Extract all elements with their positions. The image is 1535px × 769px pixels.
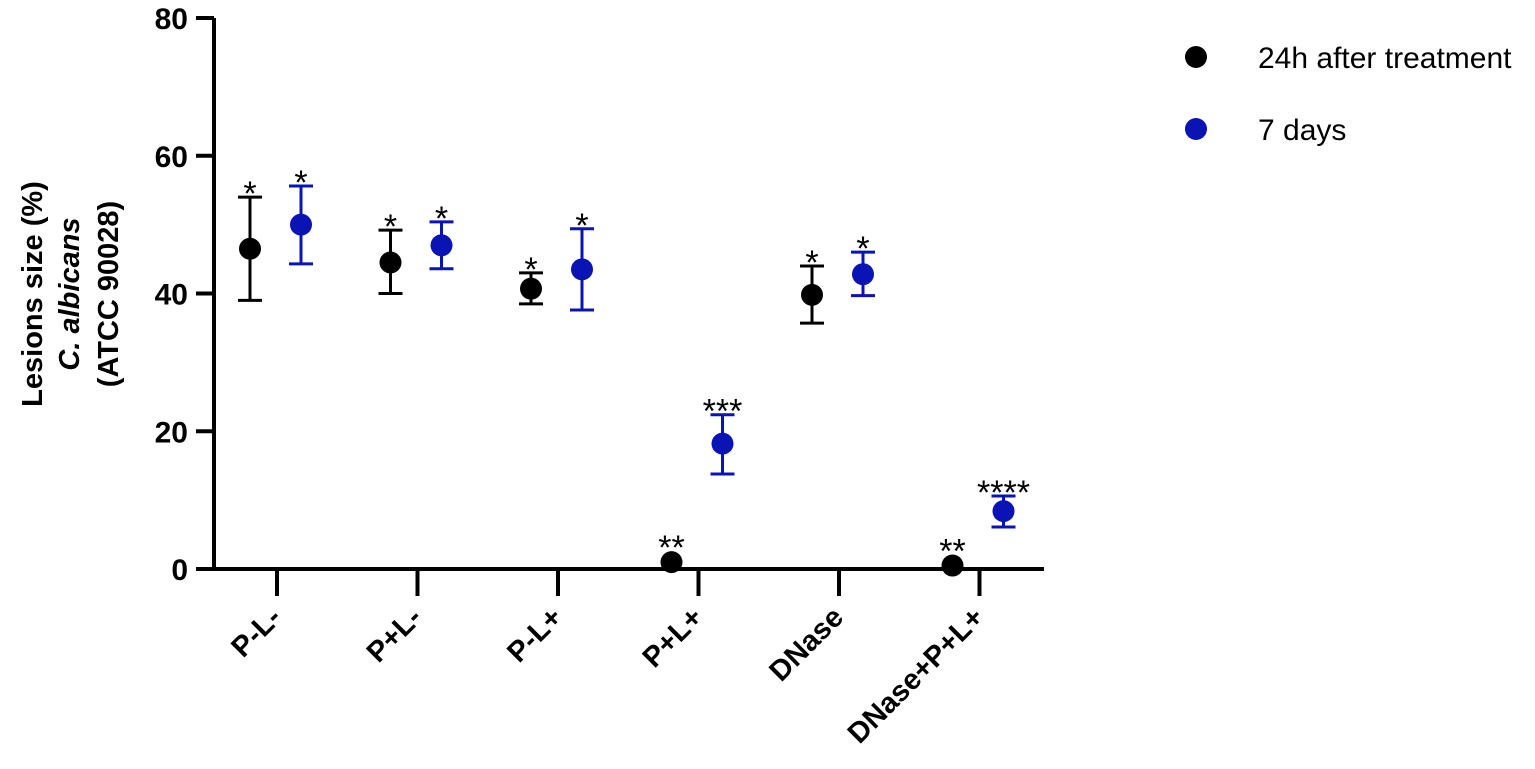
significance-label: * bbox=[856, 230, 869, 268]
x-tick-label: P+L- bbox=[361, 601, 429, 669]
data-point-group: *** bbox=[703, 393, 743, 476]
data-point-group: * bbox=[289, 164, 313, 266]
data-point-group: ** bbox=[939, 533, 966, 577]
significance-label: * bbox=[575, 207, 588, 245]
legend-label: 24h after treatment bbox=[1258, 42, 1512, 75]
data-point-group: * bbox=[570, 207, 594, 312]
significance-label: ** bbox=[939, 533, 965, 571]
data-point-group: * bbox=[238, 175, 262, 302]
data-point-group: * bbox=[851, 230, 875, 298]
significance-label: ** bbox=[658, 529, 684, 567]
data-point-group: ** bbox=[658, 529, 685, 574]
y-tick-label: 60 bbox=[155, 141, 188, 174]
axes bbox=[212, 18, 1044, 571]
data-point bbox=[941, 554, 964, 577]
x-tick-label: P-L- bbox=[225, 601, 287, 663]
y-axis-label: Lesions size (%) C. albicans (ATCC 90028) bbox=[17, 181, 125, 407]
data-point bbox=[379, 251, 402, 274]
x-tick-label: P-L+ bbox=[501, 601, 569, 669]
y-tick-label: 40 bbox=[155, 279, 188, 312]
data-point-group: * bbox=[519, 251, 543, 306]
y-tick-label: 80 bbox=[155, 3, 188, 36]
y-tick-label: 0 bbox=[171, 554, 188, 587]
data-point bbox=[852, 263, 874, 286]
y-axis-label-line: C. albicans bbox=[54, 217, 86, 370]
data-point bbox=[801, 283, 823, 306]
data-point bbox=[992, 500, 1015, 523]
x-tick-label: DNase+P+L+ bbox=[842, 601, 991, 750]
significance-label: * bbox=[805, 244, 818, 282]
legend: 24h after treatment 7 days bbox=[1185, 42, 1512, 147]
y-axis-label-line: (ATCC 90028) bbox=[93, 201, 125, 387]
data-point bbox=[290, 213, 312, 236]
significance-label: * bbox=[524, 251, 537, 289]
significance-label: **** bbox=[977, 474, 1030, 512]
y-axis-label-line: Lesions size (%) bbox=[17, 181, 49, 407]
significance-label: * bbox=[435, 200, 448, 238]
legend-label: 7 days bbox=[1258, 114, 1346, 147]
data-point-group: * bbox=[429, 200, 454, 271]
legend-marker bbox=[1185, 46, 1207, 68]
significance-label: * bbox=[243, 175, 256, 213]
data-point bbox=[711, 432, 734, 455]
data-point bbox=[660, 551, 683, 574]
data-point bbox=[571, 258, 593, 281]
x-tick-label: DNase bbox=[763, 601, 849, 687]
data-point bbox=[239, 237, 261, 260]
data-point-group: **** bbox=[977, 474, 1030, 529]
significance-label: * bbox=[294, 164, 307, 202]
data-point bbox=[430, 234, 453, 257]
legend-marker bbox=[1185, 118, 1207, 140]
data-marks: ********** ********* bbox=[238, 164, 1030, 577]
significance-label: *** bbox=[703, 393, 743, 431]
data-point bbox=[520, 277, 542, 300]
y-ticks: 0 20 40 60 80 bbox=[155, 3, 214, 587]
x-tick-label: P+L+ bbox=[637, 601, 710, 674]
y-tick-label: 20 bbox=[155, 416, 188, 449]
data-point-group: * bbox=[800, 244, 824, 325]
data-point-group: * bbox=[378, 208, 403, 295]
significance-label: * bbox=[384, 208, 397, 246]
